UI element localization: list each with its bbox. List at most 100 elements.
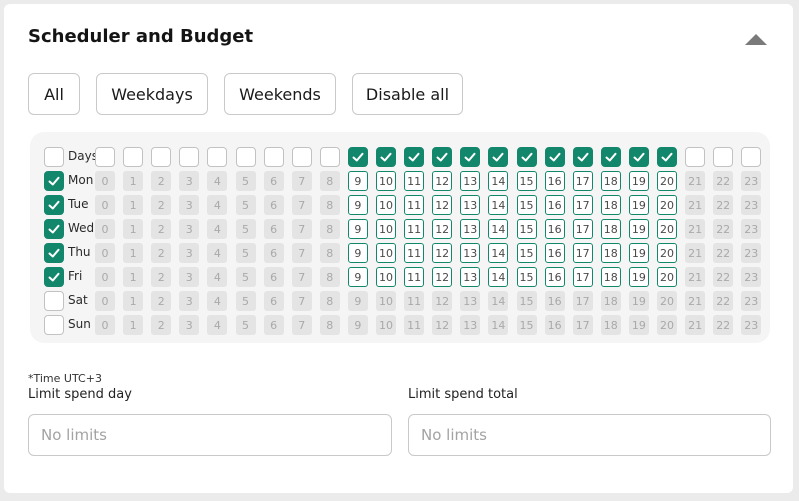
hour-cell[interactable]: 9 xyxy=(347,219,368,239)
hour-cell[interactable]: 2 xyxy=(151,219,172,239)
hour-cell[interactable]: 13 xyxy=(460,267,481,287)
hour-column-checkbox-13[interactable] xyxy=(460,147,481,167)
hour-cell[interactable]: 21 xyxy=(685,219,706,239)
hour-cell[interactable]: 1 xyxy=(123,315,144,335)
hour-cell[interactable]: 2 xyxy=(151,171,172,191)
hour-cell[interactable]: 22 xyxy=(713,219,734,239)
hour-cell[interactable]: 17 xyxy=(572,219,593,239)
hour-column-checkbox-10[interactable] xyxy=(376,147,396,167)
hour-cell[interactable]: 23 xyxy=(741,267,762,287)
hour-cell[interactable]: 1 xyxy=(123,243,144,263)
hour-cell[interactable]: 5 xyxy=(235,267,256,287)
hour-column-checkbox-5[interactable] xyxy=(235,147,256,167)
hour-column-checkbox-1[interactable] xyxy=(123,147,144,167)
hour-cell[interactable]: 4 xyxy=(207,315,228,335)
hour-cell[interactable]: 3 xyxy=(179,291,200,311)
hour-cell[interactable]: 11 xyxy=(404,315,425,335)
hour-cell[interactable]: 0 xyxy=(95,243,115,263)
hour-cell[interactable]: 21 xyxy=(685,171,706,191)
hour-cell[interactable]: 4 xyxy=(207,195,228,215)
hour-cell[interactable]: 19 xyxy=(628,267,649,287)
hour-cell[interactable]: 4 xyxy=(207,243,228,263)
hour-cell[interactable]: 12 xyxy=(432,291,453,311)
hour-cell[interactable]: 23 xyxy=(741,315,762,335)
hour-cell[interactable]: 9 xyxy=(347,243,368,263)
hour-cell[interactable]: 19 xyxy=(628,315,649,335)
hour-column-checkbox-15[interactable] xyxy=(516,147,537,167)
day-checkbox-tue[interactable] xyxy=(44,195,64,215)
hour-cell[interactable]: 5 xyxy=(235,291,256,311)
hour-cell[interactable]: 13 xyxy=(460,171,481,191)
hour-cell[interactable]: 3 xyxy=(179,267,200,287)
hour-cell[interactable]: 2 xyxy=(151,243,172,263)
hour-cell[interactable]: 2 xyxy=(151,267,172,287)
hour-cell[interactable]: 16 xyxy=(544,219,565,239)
hour-cell[interactable]: 2 xyxy=(151,291,172,311)
hour-cell[interactable]: 2 xyxy=(151,195,172,215)
hour-column-checkbox-2[interactable] xyxy=(151,147,172,167)
hour-cell[interactable]: 18 xyxy=(600,195,621,215)
hour-cell[interactable]: 1 xyxy=(123,195,144,215)
hour-cell[interactable]: 12 xyxy=(432,219,453,239)
hour-cell[interactable]: 2 xyxy=(151,315,172,335)
preset-weekdays-button[interactable]: Weekdays xyxy=(96,73,208,115)
hour-cell[interactable]: 12 xyxy=(432,195,453,215)
hour-column-checkbox-16[interactable] xyxy=(544,147,565,167)
hour-column-checkbox-7[interactable] xyxy=(291,147,312,167)
hour-cell[interactable]: 20 xyxy=(657,267,677,287)
hour-cell[interactable]: 7 xyxy=(291,243,312,263)
hour-cell[interactable]: 7 xyxy=(291,291,312,311)
hour-cell[interactable]: 12 xyxy=(432,243,453,263)
hour-cell[interactable]: 11 xyxy=(404,267,425,287)
hour-cell[interactable]: 1 xyxy=(123,171,144,191)
hour-cell[interactable]: 22 xyxy=(713,195,734,215)
hour-column-checkbox-3[interactable] xyxy=(179,147,200,167)
preset-weekends-button[interactable]: Weekends xyxy=(224,73,336,115)
hour-cell[interactable]: 19 xyxy=(628,291,649,311)
hour-cell[interactable]: 23 xyxy=(741,291,762,311)
hour-cell[interactable]: 16 xyxy=(544,195,565,215)
hour-cell[interactable]: 15 xyxy=(516,243,537,263)
hour-cell[interactable]: 0 xyxy=(95,219,115,239)
hour-cell[interactable]: 21 xyxy=(685,315,706,335)
hour-cell[interactable]: 3 xyxy=(179,243,200,263)
hour-cell[interactable]: 8 xyxy=(319,315,340,335)
hour-cell[interactable]: 18 xyxy=(600,315,621,335)
hour-column-checkbox-6[interactable] xyxy=(263,147,284,167)
hour-cell[interactable]: 22 xyxy=(713,291,734,311)
hour-cell[interactable]: 5 xyxy=(235,195,256,215)
hour-cell[interactable]: 16 xyxy=(544,243,565,263)
hour-cell[interactable]: 15 xyxy=(516,171,537,191)
hour-cell[interactable]: 16 xyxy=(544,291,565,311)
hour-cell[interactable]: 6 xyxy=(263,195,284,215)
hour-cell[interactable]: 8 xyxy=(319,171,340,191)
hour-cell[interactable]: 7 xyxy=(291,267,312,287)
hour-cell[interactable]: 18 xyxy=(600,219,621,239)
hour-cell[interactable]: 0 xyxy=(95,195,115,215)
hour-cell[interactable]: 23 xyxy=(741,171,762,191)
hour-column-checkbox-9[interactable] xyxy=(347,147,368,167)
hour-cell[interactable]: 17 xyxy=(572,267,593,287)
hour-cell[interactable]: 18 xyxy=(600,267,621,287)
hour-cell[interactable]: 22 xyxy=(713,171,734,191)
hour-cell[interactable]: 9 xyxy=(347,291,368,311)
hour-cell[interactable]: 0 xyxy=(95,171,115,191)
hour-cell[interactable]: 18 xyxy=(600,171,621,191)
hour-cell[interactable]: 3 xyxy=(179,171,200,191)
day-checkbox-sun[interactable] xyxy=(44,315,64,335)
hour-cell[interactable]: 12 xyxy=(432,315,453,335)
hour-cell[interactable]: 16 xyxy=(544,315,565,335)
hour-cell[interactable]: 4 xyxy=(207,171,228,191)
hour-cell[interactable]: 6 xyxy=(263,291,284,311)
hour-cell[interactable]: 14 xyxy=(488,291,509,311)
hour-column-checkbox-12[interactable] xyxy=(432,147,453,167)
hour-cell[interactable]: 8 xyxy=(319,219,340,239)
hour-cell[interactable]: 16 xyxy=(544,267,565,287)
hour-cell[interactable]: 6 xyxy=(263,267,284,287)
hour-cell[interactable]: 10 xyxy=(376,267,396,287)
hour-column-checkbox-20[interactable] xyxy=(657,147,677,167)
hour-cell[interactable]: 21 xyxy=(685,243,706,263)
hour-cell[interactable]: 20 xyxy=(657,315,677,335)
hour-cell[interactable]: 19 xyxy=(628,195,649,215)
hour-cell[interactable]: 14 xyxy=(488,195,509,215)
